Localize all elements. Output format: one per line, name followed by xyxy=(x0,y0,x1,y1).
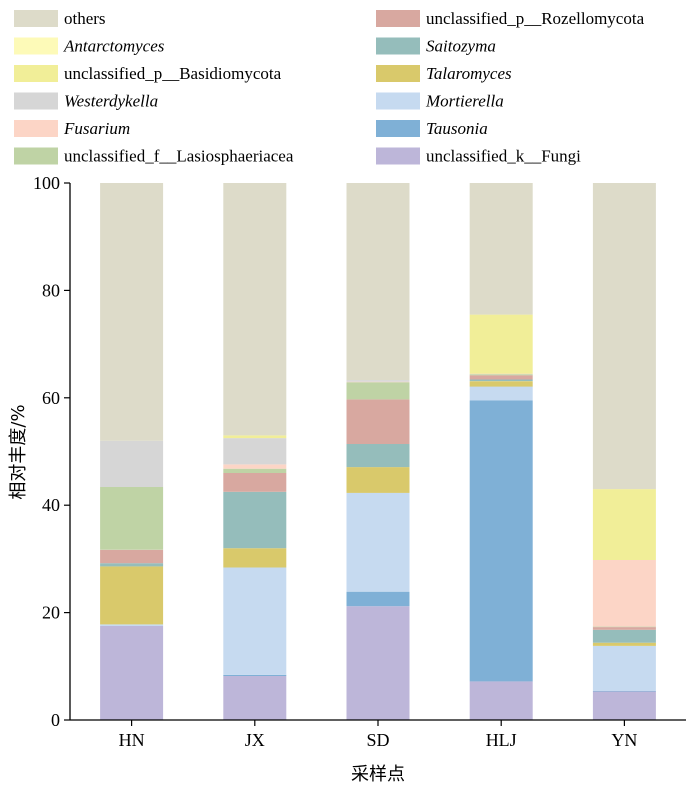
legend: others Antarctomyces unclassified_p__Basid… xyxy=(14,9,645,166)
bar-segment-hlj-mortierella xyxy=(469,386,533,401)
bar-segment-jx-unclassified-p-basidiomycota xyxy=(223,435,287,439)
x-tick-label-hlj: HLJ xyxy=(486,730,517,750)
bar-segment-sd-unclassified-f-lasiosphaeriacea xyxy=(346,382,410,400)
legend-swatch-fusarium xyxy=(14,120,58,137)
bar-segment-hlj-talaromyces xyxy=(469,381,533,387)
y-tick-label: 100 xyxy=(33,173,60,193)
legend-label-antarctomyces: Antarctomyces xyxy=(63,37,165,56)
bar-segment-yn-others xyxy=(592,183,656,490)
bar-segment-hn-unclassified-k-fungi xyxy=(100,626,164,720)
bar-segment-sd-unclassified-k-fungi xyxy=(346,606,410,720)
bar-segment-hn-unclassified-f-lasiosphaeriacea xyxy=(100,486,164,550)
legend-label-talaromyces: Talaromyces xyxy=(426,64,512,83)
bar-segment-yn-tausonia xyxy=(592,691,656,692)
bar-segment-jx-saitozyma xyxy=(223,491,287,549)
x-axis-title: 采样点 xyxy=(351,764,405,785)
legend-swatch-westerdykella xyxy=(14,92,58,110)
bar-segment-yn-mortierella xyxy=(592,645,656,691)
bar-segment-jx-fusarium xyxy=(223,464,287,469)
legend-swatch-others xyxy=(14,10,58,27)
legend-swatch-unclassified-p-rozellomycota xyxy=(376,10,420,27)
bar-segment-jx-talaromyces xyxy=(223,548,287,568)
legend-label-unclassified-p-rozellomycota: unclassified_p__Rozellomycota xyxy=(426,9,645,28)
bar-segment-hn-unclassified-p-rozellomycota xyxy=(100,549,164,564)
bar-segment-yn-talaromyces xyxy=(592,642,656,646)
bar-segment-sd-tausonia xyxy=(346,591,410,607)
legend-swatch-unclassified-p-basidiomycota xyxy=(14,65,58,82)
legend-label-mortierella: Mortierella xyxy=(425,92,504,111)
x-tick-label-yn: YN xyxy=(611,730,637,750)
bar-segment-yn-fusarium xyxy=(592,560,656,627)
legend-label-westerdykella: Westerdykella xyxy=(64,92,158,111)
bar-segment-hn-others xyxy=(100,183,164,441)
axes: 0 20 40 60 80 100 HN JX SD HLJ YN xyxy=(33,173,686,750)
bar-segment-yn-unclassified-p-basidiomycota xyxy=(592,489,656,560)
legend-label-unclassified-k-fungi: unclassified_k__Fungi xyxy=(426,147,581,166)
bar-segment-jx-others xyxy=(223,183,287,436)
y-tick-label: 0 xyxy=(51,710,60,730)
y-tick-label: 20 xyxy=(42,603,60,623)
legend-label-unclassified-f-lasiosphaeriacea: unclassified_f__Lasiosphaeriacea xyxy=(64,147,294,166)
x-tick-label-hn: HN xyxy=(119,730,145,750)
bar-segment-sd-saitozyma xyxy=(346,444,410,468)
legend-swatch-mortierella xyxy=(376,92,420,110)
bar-segment-hn-talaromyces xyxy=(100,566,164,625)
bar-segment-jx-unclassified-p-rozellomycota xyxy=(223,473,287,492)
legend-label-fusarium: Fusarium xyxy=(63,119,130,138)
bar-segment-yn-unclassified-f-lasiosphaeriacea xyxy=(592,626,656,628)
bar-segment-hn-westerdykella xyxy=(100,440,164,487)
bar-segment-jx-mortierella xyxy=(223,567,287,675)
legend-swatch-talaromyces xyxy=(376,65,420,82)
bar-segment-jx-unclassified-f-lasiosphaeriacea xyxy=(223,468,287,473)
legend-label-unclassified-p-basidiomycota: unclassified_p__Basidiomycota xyxy=(64,64,282,83)
bar-segment-yn-unclassified-p-rozellomycota xyxy=(592,627,656,630)
bar-segment-sd-fusarium xyxy=(346,381,410,383)
legend-label-others: others xyxy=(64,9,106,28)
bar-segment-sd-others xyxy=(346,183,410,381)
bar-segment-sd-unclassified-p-rozellomycota xyxy=(346,399,410,444)
bar-segment-hlj-fusarium xyxy=(469,373,533,375)
bar-segment-jx-westerdykella xyxy=(223,438,287,465)
bar-segment-hlj-unclassified-p-rozellomycota xyxy=(469,375,533,380)
legend-swatch-tausonia xyxy=(376,120,420,137)
legend-label-tausonia: Tausonia xyxy=(426,119,488,138)
legend-swatch-unclassified-f-lasiosphaeriacea xyxy=(14,147,58,165)
bar-segment-hn-saitozyma xyxy=(100,563,164,567)
bar-segment-hlj-unclassified-p-basidiomycota xyxy=(469,314,533,374)
legend-swatch-antarctomyces xyxy=(14,37,58,55)
bar-segment-hlj-unclassified-k-fungi xyxy=(469,681,533,720)
x-tick-label-jx: JX xyxy=(245,730,265,750)
bar-segment-jx-unclassified-k-fungi xyxy=(223,676,287,720)
bar-segment-hn-mortierella xyxy=(100,624,164,626)
bar-segment-sd-talaromyces xyxy=(346,467,410,493)
bar-segment-hlj-tausonia xyxy=(469,400,533,682)
y-tick-label: 80 xyxy=(42,280,60,300)
bars xyxy=(100,183,656,720)
bar-segment-hlj-saitozyma xyxy=(469,379,533,382)
legend-swatch-unclassified-k-fungi xyxy=(376,147,420,165)
bar-segment-sd-westerdykella xyxy=(346,380,410,382)
bar-segment-yn-saitozyma xyxy=(592,629,656,643)
bar-segment-jx-tausonia xyxy=(223,674,287,676)
y-tick-label: 60 xyxy=(42,388,60,408)
y-tick-label: 40 xyxy=(42,495,60,515)
bar-segment-yn-unclassified-k-fungi xyxy=(592,691,656,720)
x-tick-label-sd: SD xyxy=(366,730,389,750)
bar-segment-hlj-others xyxy=(469,183,533,315)
y-axis-title: 相对丰度/% xyxy=(8,404,29,499)
legend-swatch-saitozyma xyxy=(376,37,420,55)
bar-segment-sd-mortierella xyxy=(346,492,410,592)
legend-label-saitozyma: Saitozyma xyxy=(426,37,496,56)
bar-segment-hlj-unclassified-f-lasiosphaeriacea xyxy=(469,374,533,376)
